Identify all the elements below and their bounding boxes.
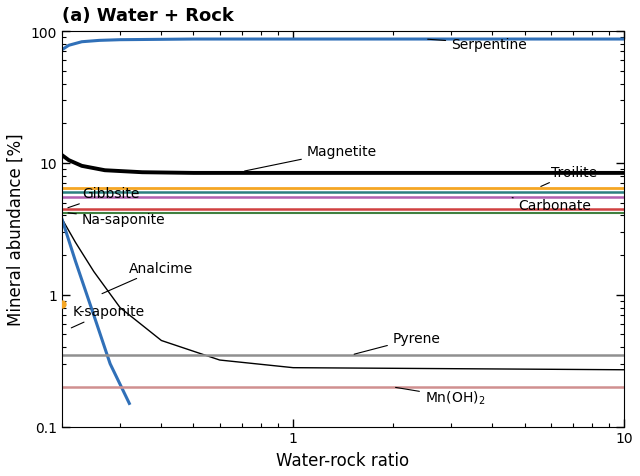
Text: Na-saponite: Na-saponite [68, 213, 166, 227]
Text: Mn(OH)$_2$: Mn(OH)$_2$ [396, 387, 485, 406]
X-axis label: Water-rock ratio: Water-rock ratio [276, 451, 410, 469]
Text: Pyrene: Pyrene [354, 331, 441, 355]
Text: Gibbsite: Gibbsite [68, 187, 140, 208]
Text: Magnetite: Magnetite [244, 145, 377, 172]
Text: K-saponite: K-saponite [71, 305, 144, 328]
Text: Troilite: Troilite [541, 165, 597, 187]
Text: (a) Water + Rock: (a) Water + Rock [61, 7, 234, 25]
Text: Serpentine: Serpentine [428, 38, 527, 51]
Text: Carbonate: Carbonate [512, 198, 591, 212]
Y-axis label: Mineral abundance [%]: Mineral abundance [%] [7, 133, 25, 326]
Text: Analcime: Analcime [102, 261, 193, 294]
